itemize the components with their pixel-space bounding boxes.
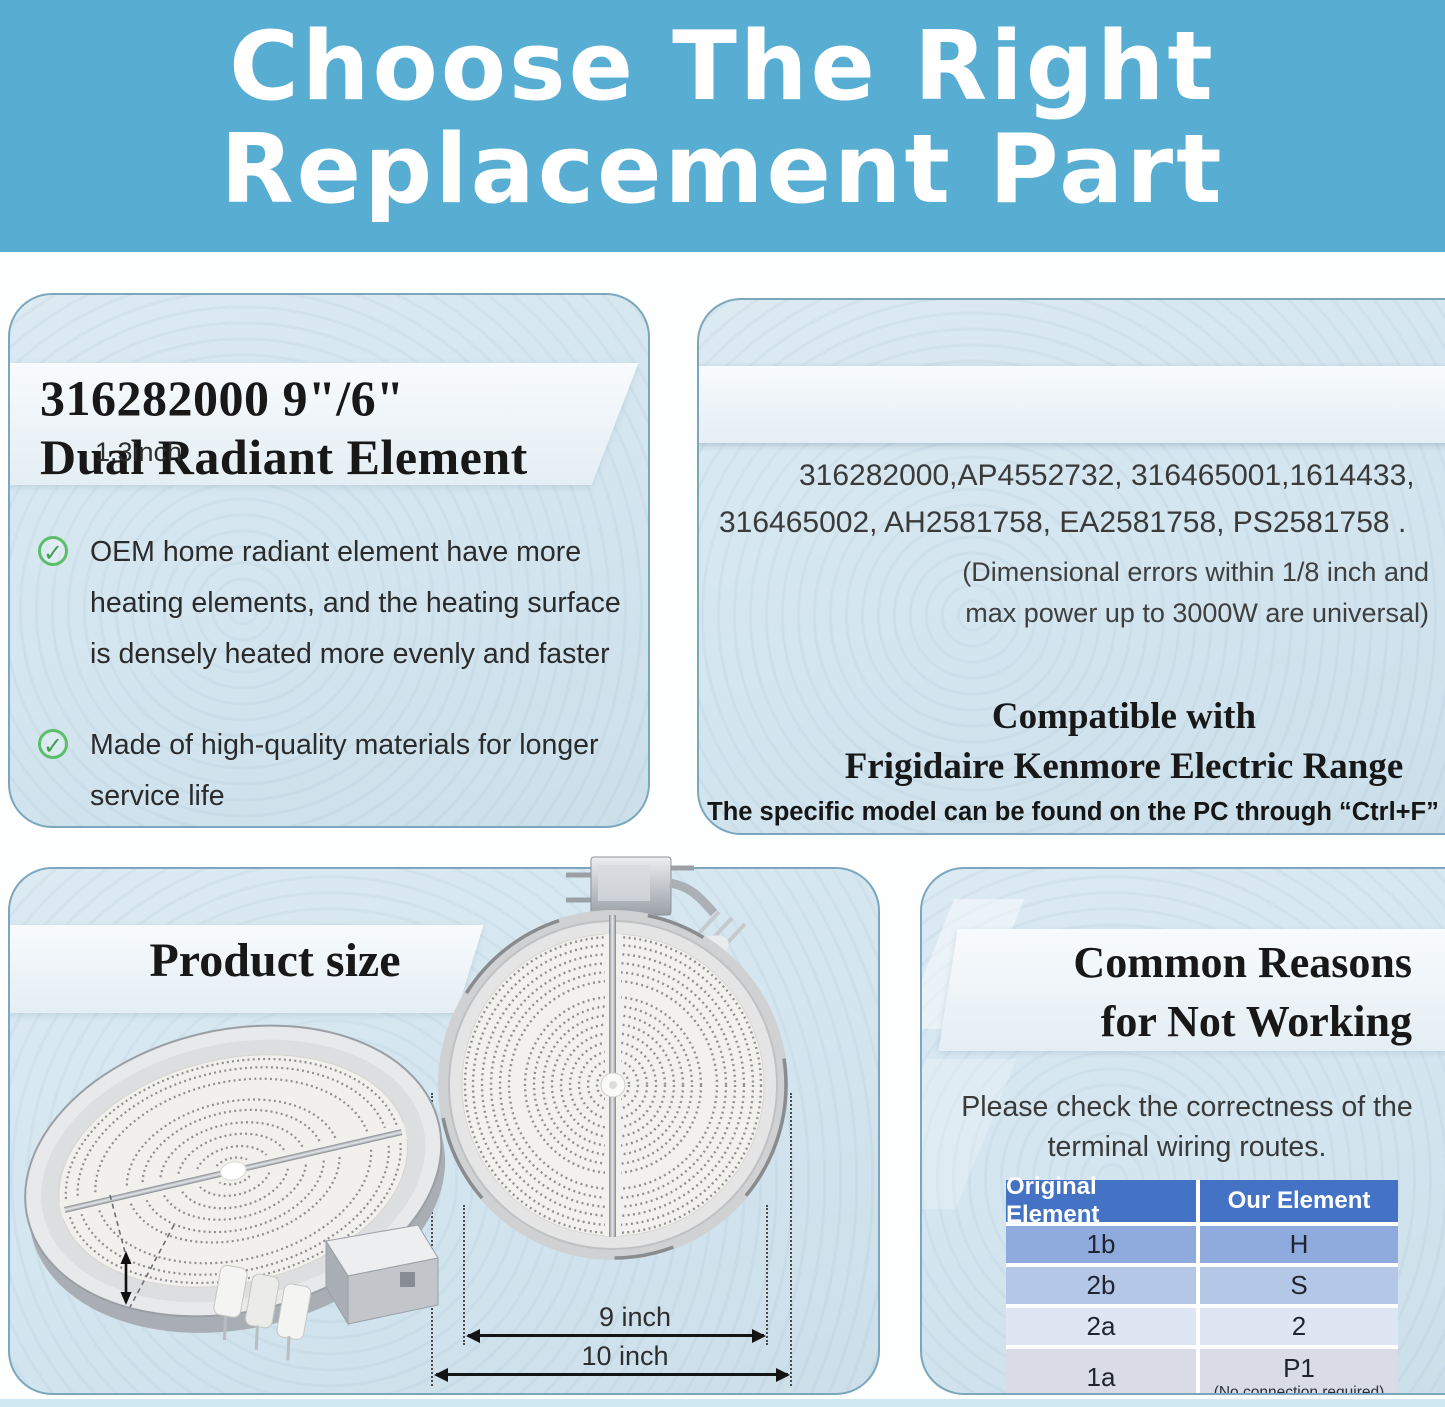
dimension-line [463, 1205, 465, 1345]
product-info-card: 316282000 9"/6" Dual Radiant Element ✓ O… [8, 293, 650, 828]
table-header-our-element: Our Element [1200, 1180, 1398, 1222]
table-cell: H [1200, 1226, 1398, 1263]
common-reasons-line1: Common Reasons [1073, 938, 1412, 987]
compatibility-line1: Compatible with [991, 696, 1257, 737]
feature-text: OEM home radiant element have more heati… [90, 536, 621, 670]
wiring-check-line1: Please check the correctness of the [961, 1091, 1413, 1123]
product-size-title: Product size [149, 934, 401, 987]
table-cell: 2 [1200, 1308, 1398, 1345]
terminal-box [325, 1224, 439, 1326]
dimension-label-height: 1.3inch [95, 437, 183, 467]
page-title-line2: Replacement Part [220, 115, 1225, 225]
header-banner: Choose The Right Replacement Part [0, 0, 1445, 252]
table-cell: 1a [1006, 1349, 1196, 1393]
product-photo-top-view [438, 856, 788, 1260]
feature-list: ✓ OEM home radiant element have more hea… [38, 527, 638, 826]
wiring-table: Original Element Our Element 1b H 2b S 2… [1006, 1173, 1398, 1395]
dimension-line [790, 1093, 792, 1386]
feature-item: ✓ OEM home radiant element have more hea… [38, 527, 638, 680]
heater-disc [438, 910, 788, 1260]
table-cell: P1 (No connection required) [1200, 1349, 1398, 1395]
10inch-arrow [434, 1368, 790, 1382]
part-numbers-card: Replacement Part Numbers: 316282000,AP45… [697, 298, 1445, 835]
height-arrow [120, 1251, 132, 1305]
9inch-arrow [466, 1329, 766, 1343]
product-title-line2: Dual Radiant Element [40, 429, 528, 485]
bottom-border-strip [0, 1399, 1445, 1407]
feature-text: Made of high-quality materials for longe… [90, 729, 599, 812]
part-numbers-list: 316282000,AP4552732, 316465001,1614433, … [699, 452, 1445, 546]
compatibility-line2: Frigidaire Kenmore Electric Range [844, 746, 1404, 787]
compatibility-title: Compatible with Frigidaire Kenmore Elect… [809, 692, 1439, 792]
product-photo-angled-view [24, 1024, 446, 1361]
common-reasons-title: Common Reasons for Not Working [962, 933, 1412, 1051]
check-icon: ✓ [38, 729, 68, 760]
table-cell-value: P1 [1283, 1353, 1315, 1383]
tolerance-note: (Dimensional errors within 1/8 inch and … [869, 552, 1429, 634]
wiring-check-line2: terminal wiring routes. [1047, 1131, 1327, 1163]
compatible-strip [699, 366, 1445, 443]
table-cell: 2a [1006, 1308, 1196, 1345]
check-icon: ✓ [38, 536, 68, 567]
dimension-label-9inch: 9 inch [598, 1302, 672, 1332]
tolerance-note-line1: (Dimensional errors within 1/8 inch and [962, 557, 1429, 587]
page-title-line1: Choose The Right [229, 12, 1216, 122]
ceramic-connector-blocks [213, 1264, 312, 1361]
model-search-hint: The specific model can be found on the P… [707, 798, 1439, 826]
common-reasons-line2: for Not Working [1100, 997, 1412, 1046]
product-title: 316282000 9"/6" Dual Radiant Element [40, 369, 528, 487]
dimension-guide-lines [109, 1194, 175, 1308]
feature-item: ✓ Made of high-quality materials for lon… [38, 720, 638, 822]
tolerance-note-line2: max power up to 3000W are universal) [965, 598, 1429, 628]
dimension-line [766, 1205, 768, 1345]
product-title-line1: 316282000 9"/6" [40, 370, 405, 426]
dimension-label-10inch: 10 inch [581, 1341, 669, 1371]
wiring-check-note: Please check the correctness of the term… [922, 1087, 1445, 1167]
table-cell: S [1200, 1267, 1398, 1304]
table-cell: 2b [1006, 1267, 1196, 1304]
part-numbers-line1: 316282000,AP4552732, 316465001,1614433, [799, 459, 1415, 492]
table-cell: 1b [1006, 1226, 1196, 1263]
dimension-line [431, 1093, 433, 1386]
page-title: Choose The Right Replacement Part [0, 0, 1445, 222]
table-header-original-element: Original Element [1006, 1173, 1196, 1228]
common-reasons-card: Common Reasons for Not Working Please ch… [920, 867, 1445, 1395]
table-cell-note: (No connection required) [1213, 1384, 1385, 1395]
part-numbers-line2: 316465002, AH2581758, EA2581758, PS25817… [719, 506, 1407, 539]
